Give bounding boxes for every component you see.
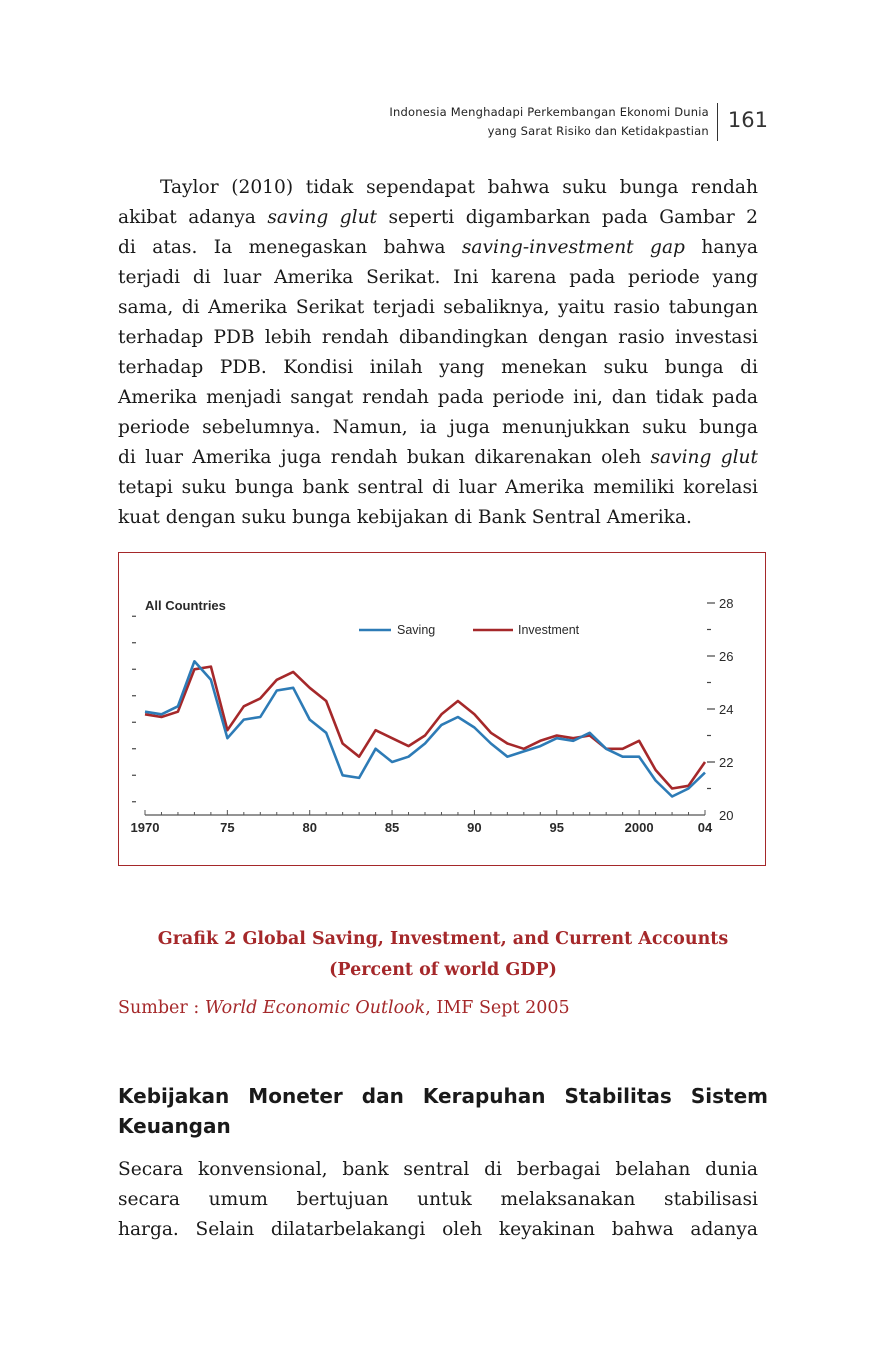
text-line: terjadi di luar Amerika Serikat. Ini kar… [118,267,758,288]
text-line: kuat dengan suku bunga kebijakan di Bank… [118,507,692,528]
text-run: di atas. Ia menegaskan bahwa [118,237,462,258]
text-line: terhadap PDB lebih rendah dibandingkan d… [118,327,758,348]
x-axis: 1970 75 80 85 90 95 2000 04 [131,810,713,835]
text-run: di luar Amerika juga rendah bukan dikare… [118,447,651,468]
italic-term: saving-investment gap [461,237,685,258]
text-line: tetapi suku bunga bank sentral di luar A… [118,477,758,498]
legend-label-investment: Investment [518,623,580,637]
legend-label-saving: Saving [397,623,435,637]
body-paragraph-1: Taylor (2010) tidak sependapat bahwa suk… [118,173,758,533]
header-line-1: Indonesia Menghadapi Perkembangan Ekonom… [389,105,709,119]
left-axis-ticks [132,615,136,803]
text-line: di atas. Ia menegaskan bahwa saving-inve… [118,233,758,263]
source-label: Sumber : [118,998,205,1018]
legend: Saving Investment [359,623,580,637]
italic-term: saving glut [650,447,758,468]
text-run: hanya [684,237,758,258]
x-tick-label: 1970 [131,820,160,835]
line-chart: 28 26 24 22 20 1970 75 80 85 90 95 2000 04 All Coun… [131,596,734,835]
x-tick-label: 85 [385,820,399,835]
section-heading: Kebijakan Moneter dan Kerapuhan Stabilit… [118,1081,768,1141]
source-rest: , IMF Sept 2005 [425,998,570,1018]
x-tick-label: 80 [302,820,316,835]
series-line-investment [144,665,707,790]
text-run: seperti digambarkan pada Gambar 2 [377,207,758,228]
text-line: di luar Amerika juga rendah bukan dikare… [118,443,758,473]
running-header-title: Indonesia Menghadapi Perkembangan Ekonom… [389,103,718,141]
x-tick-label: 75 [220,820,234,835]
text-line: secara umum bertujuan untuk melaksanakan… [118,1189,758,1210]
series-group [144,660,707,798]
figure-caption: Grafik 2 Global Saving, Investment, and … [118,924,768,986]
chart-title: All Countries [145,598,226,613]
x-tick-label: 2000 [625,820,654,835]
x-tick-label: 90 [467,820,481,835]
text-line: Amerika menjadi sangat rendah pada perio… [118,387,758,408]
text-line: terhadap PDB. Kondisi inilah yang meneka… [118,357,758,378]
text-line: sama, di Amerika Serikat terjadi sebalik… [118,297,758,318]
header-line-2: yang Sarat Risiko dan Ketidakpastian [487,124,709,138]
y-tick-label: 26 [719,649,733,664]
text-run: akibat adanya [118,207,268,228]
x-tick-label: 04 [698,820,713,835]
section-heading-line: Kebijakan Moneter dan Kerapuhan Stabilit… [118,1084,768,1108]
y-tick-label: 24 [719,702,733,717]
caption-line-2: (Percent of world GDP) [329,960,557,980]
y-tick-label: 28 [719,596,733,611]
y-tick-label: 22 [719,755,733,770]
x-tick-label: 95 [550,820,564,835]
text-line: Secara konvensional, bank sentral di ber… [118,1159,758,1180]
text-line: akibat adanya saving glut seperti digamb… [118,203,758,233]
page-number: 161 [727,108,768,132]
source-title: World Economic Outlook [204,998,426,1018]
series-line-saving [144,660,706,798]
text-line: periode sebelumnya. Namun, ia juga menun… [118,417,758,438]
chart-figure: 28 26 24 22 20 1970 75 80 85 90 95 2000 04 All Coun… [118,552,766,866]
figure-source: Sumber : World Economic Outlook, IMF Sep… [118,998,570,1018]
text-line: Taylor (2010) tidak sependapat bahwa suk… [160,177,758,198]
caption-line-1: Grafik 2 Global Saving, Investment, and … [157,929,729,949]
body-paragraph-2: Secara konvensional, bank sentral di ber… [118,1155,758,1245]
section-heading-line: Keuangan [118,1114,231,1138]
text-line: harga. Selain dilatarbelakangi oleh keya… [118,1219,758,1240]
italic-term: saving glut [267,207,378,228]
right-axis-ticks: 28 26 24 22 20 [707,596,733,823]
y-tick-label: 20 [719,808,733,823]
running-header: Indonesia Menghadapi Perkembangan Ekonom… [389,103,768,141]
